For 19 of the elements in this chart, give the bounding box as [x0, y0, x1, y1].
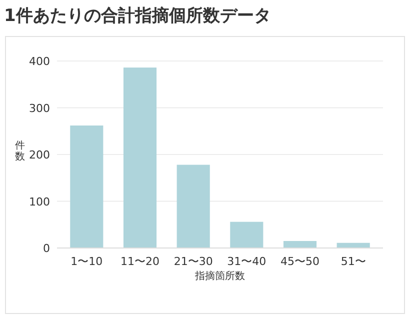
- x-tick-label: 31〜40: [227, 255, 266, 268]
- x-tick-label: 21〜30: [174, 255, 213, 268]
- bar: [70, 126, 104, 248]
- bar: [283, 240, 317, 248]
- bar: [176, 164, 210, 248]
- x-tick-label: 11〜20: [120, 255, 160, 268]
- y-tick-label: 0: [43, 242, 50, 255]
- y-tick-label: 200: [29, 148, 50, 162]
- chart-title: 1件あたりの合計指摘個所数データ: [4, 6, 271, 26]
- x-tick-label: 45〜50: [280, 255, 320, 268]
- y-tick-label: 400: [29, 55, 50, 68]
- x-tick-label: 1〜10: [70, 255, 103, 268]
- y-axis-title: 件数: [15, 140, 25, 162]
- bar: [230, 222, 264, 248]
- bar: [123, 68, 157, 248]
- y-tick-label: 100: [29, 195, 50, 208]
- y-tick-label: 300: [29, 102, 50, 115]
- x-tick-label: 51〜: [340, 255, 366, 268]
- x-axis-title: 指摘箇所数: [194, 270, 245, 282]
